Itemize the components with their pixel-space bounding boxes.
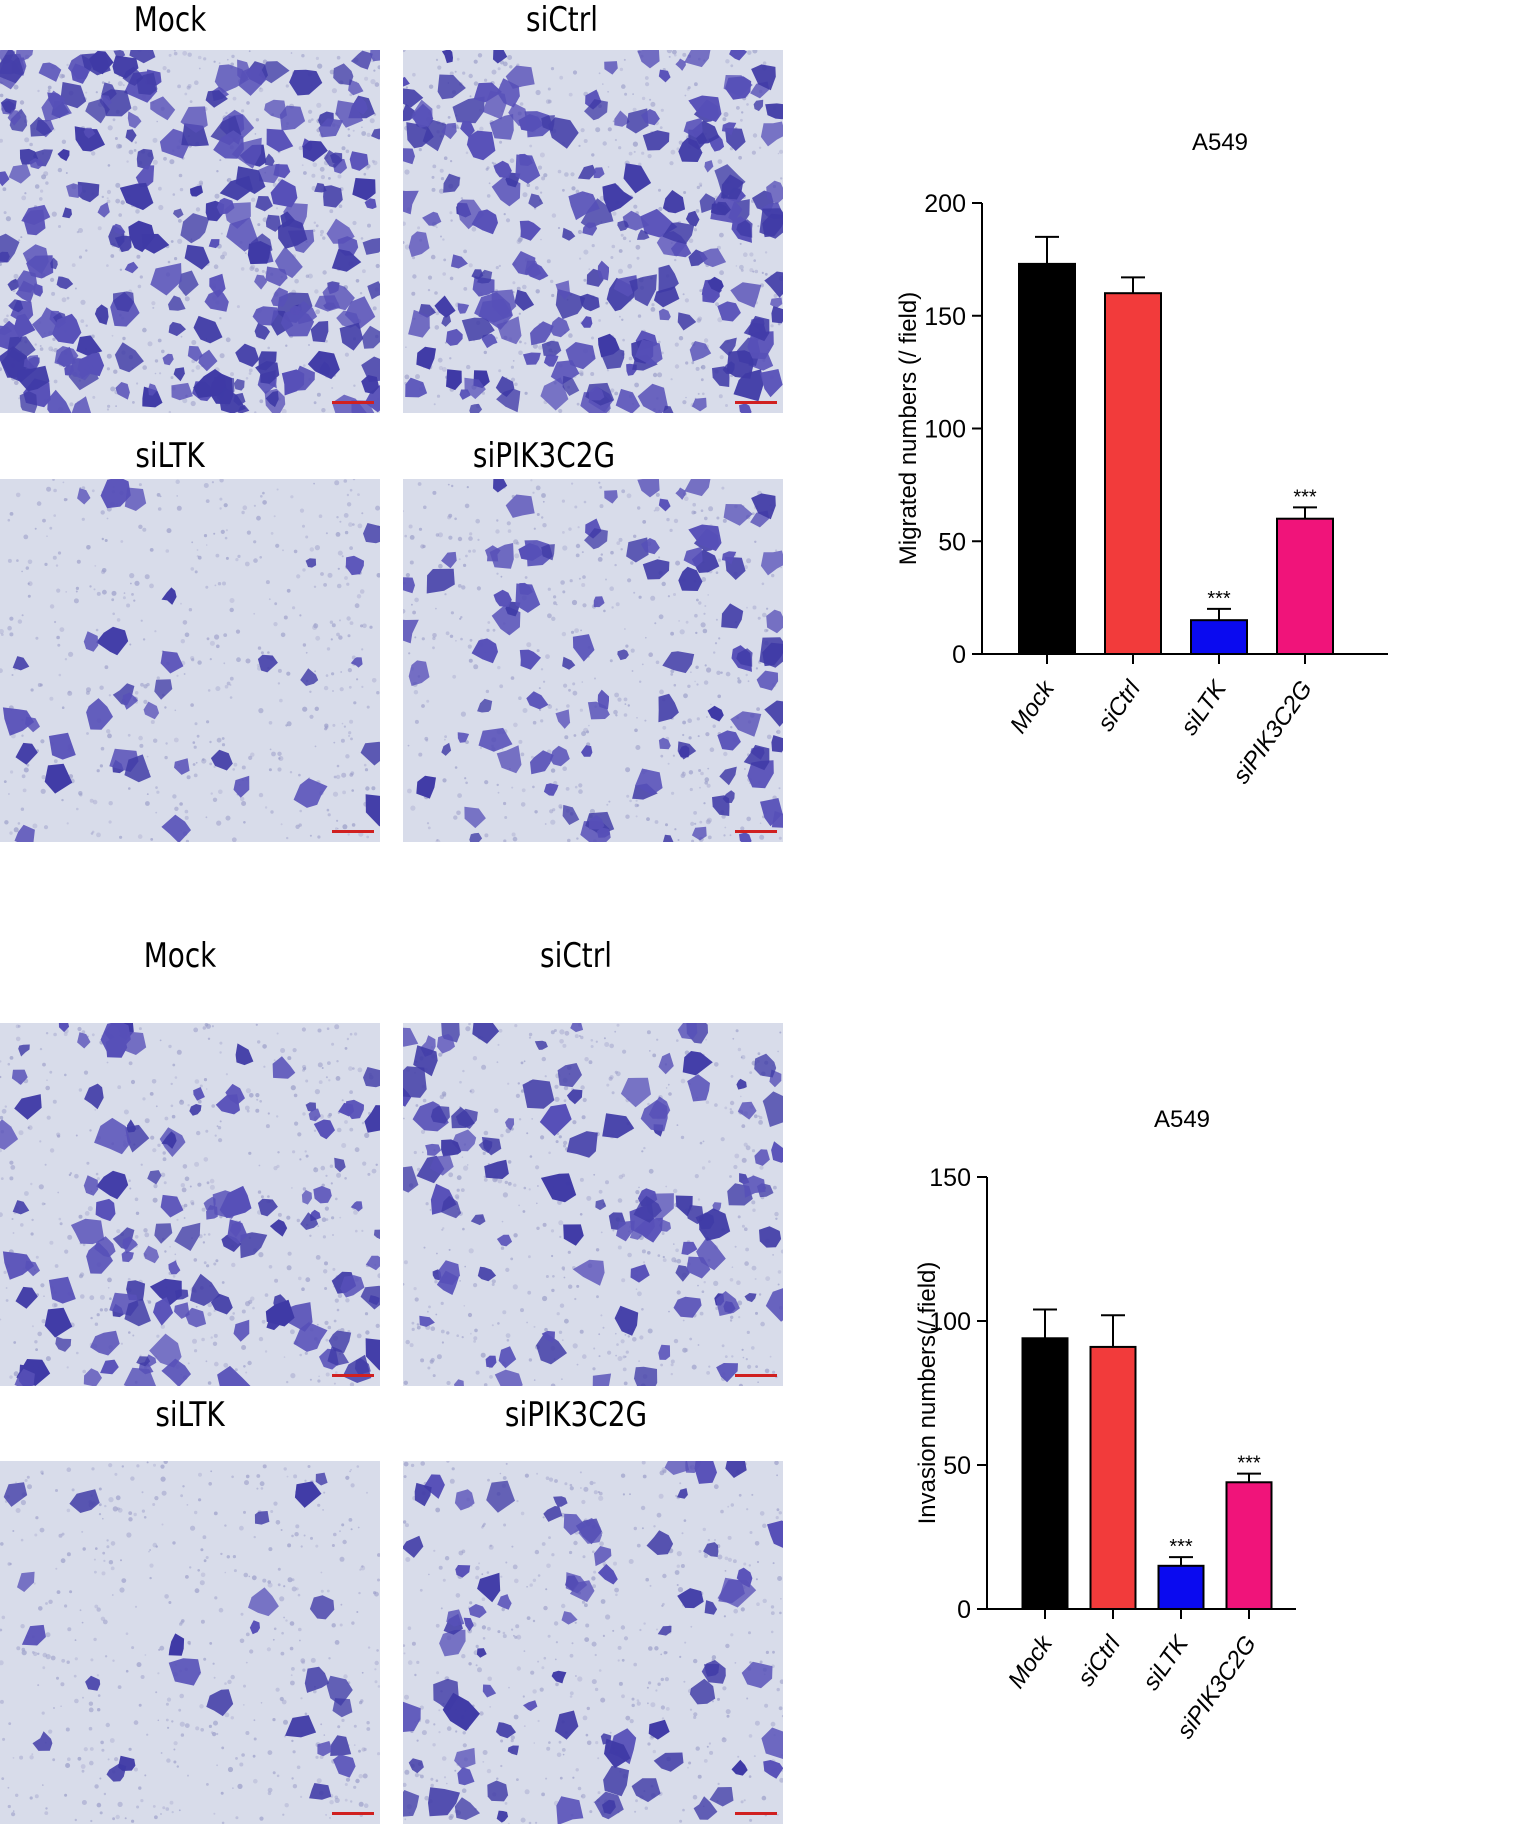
micrograph-sictrl-migration (403, 50, 783, 413)
bar-siPIK3C2G (1225, 1481, 1273, 1611)
y-tick-label: 50 (943, 1452, 971, 1480)
bar-chart-invasion: A549 Invasion numbers(/ field) 0 50 100 150 Mo… (914, 1106, 1296, 1744)
image-label-sipik3c2g-migration: siPIK3C2G (472, 436, 616, 476)
image-label-siltk-invasion: siLTK (155, 1395, 225, 1435)
significance-label: *** (1293, 486, 1317, 508)
micrograph-sipik3c2g-invasion (403, 1461, 783, 1824)
y-axis-label: Invasion numbers(/ field) (914, 1262, 941, 1525)
y-tick-label: 150 (929, 1164, 971, 1192)
y-tick-label: 0 (952, 641, 966, 669)
bar-siLTK (1190, 619, 1248, 655)
x-tick-label: siPIK3C2G (1228, 676, 1318, 789)
bar-Mock (1018, 262, 1076, 655)
y-tick-label: 0 (957, 1596, 971, 1624)
image-label-sictrl-migration: siCtrl (526, 0, 598, 40)
significance-label: *** (1207, 588, 1231, 610)
significance-label: *** (1169, 1536, 1193, 1558)
image-label-siltk-migration: siLTK (135, 436, 205, 476)
micrograph-sipik3c2g-migration (403, 479, 783, 842)
x-tick-label: siLTK (1176, 675, 1233, 740)
bar-siCtrl (1089, 1345, 1137, 1611)
bar-siCtrl (1104, 292, 1162, 655)
micrograph-siltk-migration (0, 479, 380, 842)
bar-siPIK3C2G (1276, 517, 1334, 656)
chart-title: A549 (1192, 129, 1248, 156)
x-tick-label: Mock (1003, 1629, 1059, 1693)
y-tick-label: 100 (929, 1308, 971, 1336)
x-tick-label: Mock (1005, 674, 1061, 738)
x-tick-label: siLTK (1138, 1630, 1195, 1695)
y-tick-label: 50 (938, 528, 966, 556)
x-tick-label: siCtrl (1072, 1630, 1126, 1691)
y-axis-label: Migrated numbers (/ field) (895, 292, 922, 565)
x-tick-label: siCtrl (1092, 675, 1146, 736)
micrograph-mock-invasion (0, 1023, 380, 1386)
y-tick-label: 100 (924, 416, 966, 444)
image-label-mock-migration: Mock (133, 0, 207, 40)
y-tick-label: 150 (924, 303, 966, 331)
y-tick-label: 200 (924, 190, 966, 218)
image-label-sipik3c2g-invasion: siPIK3C2G (504, 1395, 648, 1435)
micrograph-siltk-invasion (0, 1461, 380, 1824)
bar-siLTK (1157, 1564, 1205, 1611)
chart-title: A549 (1154, 1106, 1210, 1133)
bar-chart-migration: A549 Migrated numbers (/ field) 0 50 100 150 2… (895, 129, 1388, 789)
micrograph-mock-migration (0, 50, 380, 413)
bar-Mock (1021, 1337, 1069, 1611)
image-label-mock-invasion: Mock (143, 936, 217, 976)
micrograph-sictrl-invasion (403, 1023, 783, 1386)
significance-label: *** (1237, 1453, 1261, 1475)
image-label-sictrl-invasion: siCtrl (540, 936, 612, 976)
